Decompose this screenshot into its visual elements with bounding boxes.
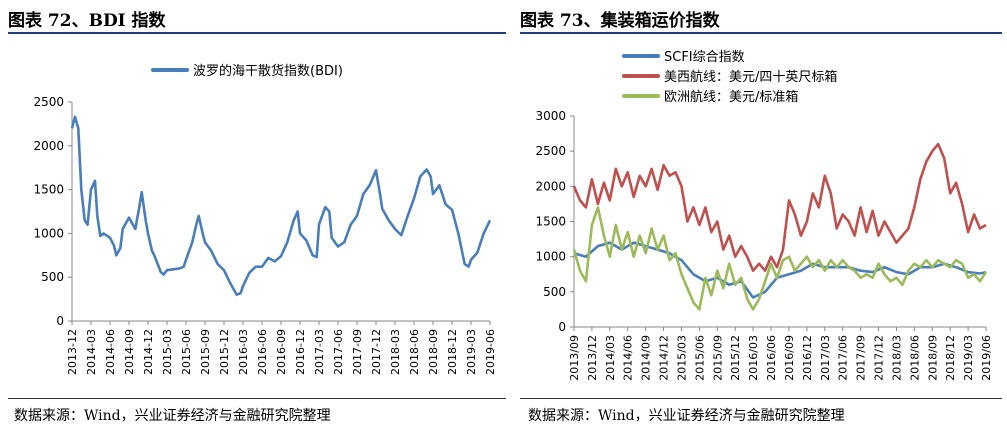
y-tick-label: 1000 bbox=[535, 250, 566, 264]
x-tick-label: 2019/06 bbox=[980, 335, 993, 381]
y-tick-label: 3000 bbox=[535, 109, 566, 123]
x-tick-label: 2014-03 bbox=[85, 329, 98, 375]
x-tick-label: 2017/06 bbox=[837, 335, 850, 381]
legend-label-1: SCFI综合指数 bbox=[664, 50, 745, 65]
x-tick-label: 2016/09 bbox=[783, 335, 796, 381]
x-tick-label: 2014-12 bbox=[142, 329, 155, 375]
x-tick-label: 2015-09 bbox=[199, 329, 212, 375]
container-freight-chart: 0 500 1000 1500 2000 2500 3000 2013/09 2013/12 20… bbox=[535, 50, 993, 381]
x-tick-label: 2013/12 bbox=[586, 335, 599, 381]
x-tick-label: 2018/06 bbox=[908, 335, 921, 381]
left-source-rule bbox=[8, 398, 506, 399]
left-source-note: 数据来源：Wind，兴业证券经济与金融研究院整理 bbox=[14, 408, 331, 424]
series-line-1 bbox=[70, 115, 492, 296]
x-tick-label: 2018-03 bbox=[389, 329, 402, 375]
y-tick-label: 1500 bbox=[535, 215, 566, 229]
y-tick-label: 1000 bbox=[33, 226, 64, 240]
x-tick-label: 2019/03 bbox=[962, 335, 975, 381]
x-tick-label: 2016-06 bbox=[256, 329, 269, 375]
x-tick-label: 2017/09 bbox=[855, 335, 868, 381]
x-tick-label: 2018-12 bbox=[446, 329, 459, 375]
x-tick-label: 2018/03 bbox=[890, 335, 903, 381]
right-source-note: 数据来源：Wind，兴业证券经济与金融研究院整理 bbox=[528, 408, 845, 424]
x-tick-label: 2013-12 bbox=[66, 329, 79, 375]
x-tick-label: 2019-06 bbox=[484, 329, 497, 375]
x-tick-label: 2014/09 bbox=[640, 335, 653, 381]
series-line-2 bbox=[572, 142, 987, 272]
x-tick-label: 2018/09 bbox=[926, 335, 939, 381]
y-tick-label: 1500 bbox=[33, 183, 64, 197]
x-tick-label: 2015/06 bbox=[693, 335, 706, 381]
right-source-rule bbox=[520, 398, 1002, 399]
x-tick-label: 2014-09 bbox=[123, 329, 136, 375]
x-tick-label: 2014-06 bbox=[104, 329, 117, 375]
x-tick-label: 2016-12 bbox=[294, 329, 307, 375]
x-tick-label: 2015/03 bbox=[675, 335, 688, 381]
right-figure-title: 图表 73、集装箱运价指数 bbox=[520, 11, 720, 31]
legend-label-1: 波罗的海干散货指数(BDI) bbox=[193, 63, 343, 79]
y-tick-label: 0 bbox=[56, 314, 64, 328]
x-tick-label: 2017-12 bbox=[370, 329, 383, 375]
x-tick-label: 2015-12 bbox=[218, 329, 231, 375]
x-tick-label: 2015/09 bbox=[711, 335, 724, 381]
x-tick-label: 2018-06 bbox=[408, 329, 421, 375]
x-tick-label: 2015/12 bbox=[729, 335, 742, 381]
y-tick-label: 2000 bbox=[535, 179, 566, 193]
y-tick-label: 500 bbox=[543, 285, 566, 299]
left-figure-title: 图表 72、BDI 指数 bbox=[8, 11, 166, 31]
x-tick-label: 2017-03 bbox=[313, 329, 326, 375]
x-tick-label: 2017/12 bbox=[873, 335, 886, 381]
x-tick-label: 2016/03 bbox=[747, 335, 760, 381]
legend-label-3: 欧洲航线：美元/标准箱 bbox=[664, 89, 798, 105]
y-tick-label: 0 bbox=[558, 320, 566, 334]
legend-label-2: 美西航线：美元/四十英尺标箱 bbox=[664, 69, 837, 85]
x-tick-label: 2014/06 bbox=[622, 335, 635, 381]
x-tick-label: 2016-03 bbox=[237, 329, 250, 375]
y-tick-label: 2500 bbox=[33, 95, 64, 109]
series-line-3 bbox=[572, 206, 988, 311]
x-tick-label: 2016-09 bbox=[275, 329, 288, 375]
x-tick-label: 2017/03 bbox=[819, 335, 832, 381]
x-tick-label: 2014/03 bbox=[604, 335, 617, 381]
x-tick-label: 2018-09 bbox=[427, 329, 440, 375]
x-tick-label: 2019-03 bbox=[465, 329, 478, 375]
left-title-rule bbox=[8, 32, 506, 34]
x-tick-label: 2015-03 bbox=[161, 329, 174, 375]
x-tick-label: 2015-06 bbox=[180, 329, 193, 375]
y-tick-label: 500 bbox=[41, 270, 64, 284]
x-tick-label: 2017-09 bbox=[351, 329, 364, 375]
y-tick-label: 2000 bbox=[33, 139, 64, 153]
y-tick-label: 2500 bbox=[535, 144, 566, 158]
x-tick-label: 2016/06 bbox=[765, 335, 778, 381]
x-tick-label: 2017-06 bbox=[332, 329, 345, 375]
x-tick-label: 2013/09 bbox=[568, 335, 581, 381]
x-tick-label: 2016/12 bbox=[801, 335, 814, 381]
right-title-rule bbox=[520, 32, 1002, 34]
x-tick-label: 2018/12 bbox=[944, 335, 957, 381]
x-tick-label: 2014/12 bbox=[658, 335, 671, 381]
bdi-chart: 0 500 1000 1500 2000 2500 2013-12 2014-03 2014-0… bbox=[33, 63, 497, 375]
